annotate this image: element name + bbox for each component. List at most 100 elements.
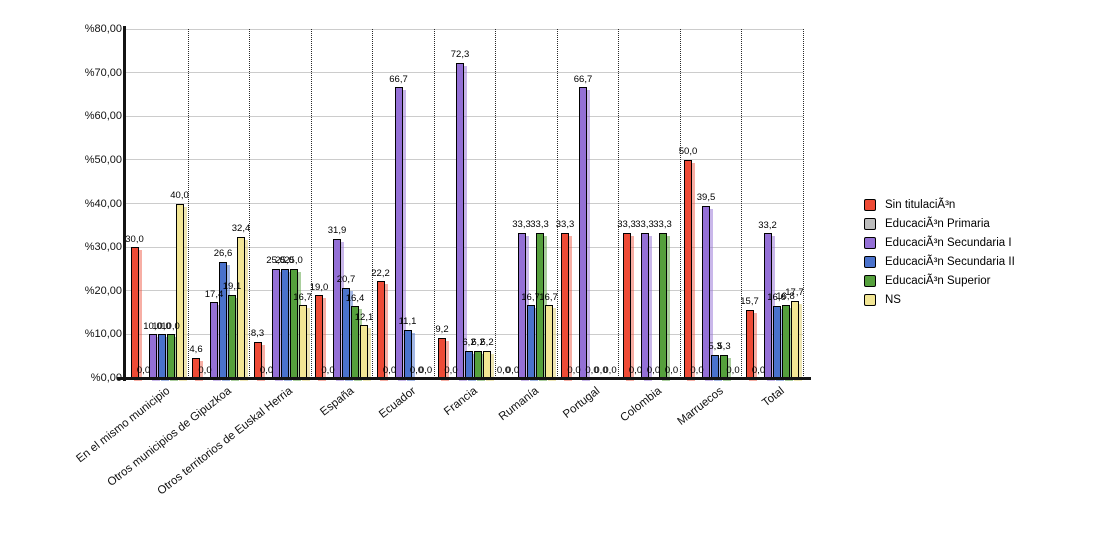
bar-value-label: 16,7 [521, 291, 540, 303]
bar-value-label: 6,2 [480, 337, 494, 349]
bar-value-label: 33,3 [555, 219, 575, 231]
bar-value-label: 12,1 [354, 311, 374, 323]
legend-swatch [864, 294, 876, 306]
bar-value-label: 0,0 [321, 364, 335, 376]
gridline [126, 203, 803, 204]
bar-value-label: 4,6 [189, 344, 203, 356]
bar-value-label: 31,9 [327, 225, 347, 237]
bar-value-label: 15,7 [740, 296, 759, 308]
bar [298, 305, 307, 378]
y-axis-tick-label: %50,00 [84, 153, 122, 166]
gridline [126, 290, 803, 292]
bar [166, 334, 175, 378]
bar [535, 232, 544, 378]
bar-value-label: 0,0 [418, 364, 433, 376]
bar-value-label: 50,0 [678, 146, 698, 158]
gridline [126, 159, 803, 161]
bar [526, 305, 535, 378]
legend-swatch [864, 275, 876, 287]
bar-value-label: 6,2 [471, 337, 485, 349]
y-axis-tick-label: %30,00 [84, 241, 122, 254]
gridline [126, 333, 803, 335]
bar [763, 233, 772, 378]
x-axis-label: Francia [442, 385, 480, 419]
bar [376, 281, 385, 378]
bar-value-label: 0,0 [409, 364, 424, 376]
x-axis-label: Total [760, 385, 788, 410]
category-separator [741, 29, 742, 378]
bar-value-label: 0,0 [198, 364, 212, 376]
bar-value-label: 0,0 [646, 364, 661, 376]
gridline [126, 115, 803, 117]
bar [622, 232, 631, 378]
bar-value-label: 32,4 [231, 223, 251, 235]
legend: Sin titulaciÃ³n EducaciÃ³n Primaria Educac… [864, 199, 1015, 306]
bar-value-label: 5,3 [717, 341, 731, 353]
bar-value-label: 33,2 [758, 219, 777, 231]
bar-value-label: 33,3 [653, 219, 672, 231]
bar-value-label: 0,0 [664, 364, 679, 376]
bar-value-label: 16,7 [539, 291, 558, 303]
bar-value-label: 30,0 [125, 233, 144, 245]
legend-item: Sin titulaciÃ³n [864, 199, 1015, 211]
category-separator [495, 29, 496, 378]
bar-value-label: 33,3 [530, 219, 549, 231]
bar [658, 232, 667, 378]
bar [219, 261, 227, 378]
legend-label: EducaciÃ³n Secundaria I [885, 237, 1012, 249]
bar-value-label: 9,2 [435, 324, 449, 336]
bar-value-label: 16,6 [767, 292, 786, 304]
bar [684, 159, 692, 378]
bar-value-label: 66,7 [389, 73, 408, 85]
bar [130, 247, 139, 378]
bar-value-label: 16,8 [776, 291, 795, 303]
bar-value-label: 20,7 [336, 274, 356, 286]
bar-value-label: 0,0 [259, 364, 274, 376]
gridline [126, 72, 803, 74]
x-axis-label: Ecuador [376, 385, 419, 421]
y-axis-tick-label: %40,00 [84, 197, 122, 210]
bar [772, 305, 781, 378]
bar-value-label: 26,6 [213, 248, 233, 260]
bar-value-label: 0,0 [603, 364, 617, 376]
legend-swatch [864, 199, 876, 211]
x-axis-label: Otros territorios de Euskal Herria [155, 385, 296, 498]
bar [333, 238, 341, 378]
bar [465, 350, 473, 378]
bar-value-label: 33,3 [635, 219, 654, 231]
bar-value-label: 6,2 [462, 337, 476, 349]
bar [289, 268, 298, 378]
legend-label: Sin titulaciÃ³n [885, 199, 956, 211]
bar-value-label: 0,0 [444, 364, 458, 376]
y-axis-tick-label: %70,00 [84, 66, 122, 79]
bar [640, 232, 649, 378]
bar-value-label: 0,0 [567, 364, 581, 376]
bar [271, 268, 280, 378]
bar-value-label: 0,0 [505, 364, 520, 376]
x-axis-label: Colombia [618, 385, 665, 425]
bar-value-label: 19,0 [309, 281, 329, 293]
bar [175, 203, 184, 378]
bar [711, 354, 719, 378]
bar [483, 350, 491, 378]
x-axis-label: Marruecos [675, 385, 726, 428]
bar-value-label: 0,0 [136, 364, 151, 376]
bar-value-label: 0,0 [496, 364, 511, 376]
legend-item: EducaciÃ³n Superior [864, 275, 1015, 287]
category-separator [310, 29, 312, 378]
bar [474, 350, 482, 378]
y-axis-tick-label: %80,00 [84, 23, 122, 35]
bar [579, 87, 587, 378]
bar [394, 87, 403, 378]
bar-value-label: 25,0 [266, 255, 285, 267]
bar-value-label: 10,0 [143, 320, 162, 332]
bar-value-label: 25,0 [284, 255, 303, 267]
legend-item: EducaciÃ³n Primaria [864, 218, 1015, 230]
bar-value-label: 10,0 [161, 320, 180, 332]
legend-swatch [864, 237, 876, 249]
bar-value-label: 33,3 [512, 219, 531, 231]
bar-value-label: 19,1 [222, 281, 242, 293]
bar-value-label: 0,0 [382, 364, 397, 376]
legend-swatch [864, 218, 876, 230]
x-axis-label: Rumanía [496, 385, 542, 424]
